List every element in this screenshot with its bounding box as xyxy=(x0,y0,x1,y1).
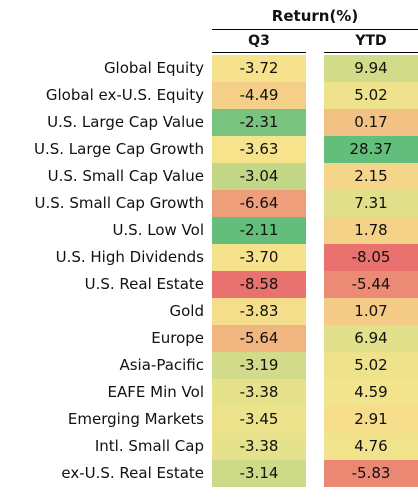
ytd-value-cell: 6.94 xyxy=(324,325,418,352)
table-row: ex-U.S. Real Estate -3.14 -5.83 xyxy=(0,460,418,487)
q3-value-cell: -3.45 xyxy=(212,406,306,433)
ytd-value-cell: 4.76 xyxy=(324,433,418,460)
table-row: EAFE Min Vol -3.38 4.59 xyxy=(0,379,418,406)
column-header-q3: Q3 xyxy=(248,33,270,49)
table-row: U.S. Low Vol -2.11 1.78 xyxy=(0,217,418,244)
row-label: U.S. Large Cap Growth xyxy=(33,140,204,158)
table-row: U.S. High Dividends -3.70 -8.05 xyxy=(0,244,418,271)
q3-value-cell: -3.70 xyxy=(212,244,306,271)
row-label: Asia-Pacific xyxy=(119,356,204,374)
row-label: ex-U.S. Real Estate xyxy=(61,464,204,482)
table-row: Gold -3.83 1.07 xyxy=(0,298,418,325)
table-row: Global ex-U.S. Equity -4.49 5.02 xyxy=(0,82,418,109)
table-row: Intl. Small Cap -3.38 4.76 xyxy=(0,433,418,460)
table-row: U.S. Large Cap Growth -3.63 28.37 xyxy=(0,136,418,163)
q3-value-cell: -6.64 xyxy=(212,190,306,217)
row-label: U.S. Large Cap Value xyxy=(47,113,204,131)
ytd-value-cell: 5.02 xyxy=(324,82,418,109)
q3-value-cell: -3.83 xyxy=(212,298,306,325)
row-label: U.S. Real Estate xyxy=(84,275,204,293)
ytd-value-cell: 28.37 xyxy=(324,136,418,163)
q3-value-cell: -8.58 xyxy=(212,271,306,298)
ytd-value-cell: 2.91 xyxy=(324,406,418,433)
q3-header-underline xyxy=(212,52,306,53)
row-label: Intl. Small Cap xyxy=(94,437,204,455)
title-underline xyxy=(212,29,418,30)
row-label: Global Equity xyxy=(103,59,204,77)
q3-value-cell: -2.31 xyxy=(212,109,306,136)
ytd-value-cell: 1.78 xyxy=(324,217,418,244)
q3-value-cell: -3.63 xyxy=(212,136,306,163)
q3-value-cell: -3.72 xyxy=(212,55,306,82)
table-row: U.S. Real Estate -8.58 -5.44 xyxy=(0,271,418,298)
heatmap-table-body: Global Equity -3.72 9.94 Global ex-U.S. Equ… xyxy=(0,55,418,487)
row-label: U.S. Low Vol xyxy=(112,221,204,239)
table-row: Europe -5.64 6.94 xyxy=(0,325,418,352)
ytd-value-cell: -5.44 xyxy=(324,271,418,298)
table-row: Asia-Pacific -3.19 5.02 xyxy=(0,352,418,379)
table-title: Return(%) xyxy=(271,7,359,25)
row-label: Global ex-U.S. Equity xyxy=(45,86,204,104)
row-label: Emerging Markets xyxy=(67,410,204,428)
q3-value-cell: -3.19 xyxy=(212,352,306,379)
row-label: Gold xyxy=(169,302,205,320)
row-label: U.S. Small Cap Growth xyxy=(34,194,204,212)
column-header-ytd: YTD xyxy=(355,33,387,49)
ytd-header-underline xyxy=(324,52,418,53)
ytd-value-cell: -5.83 xyxy=(324,460,418,487)
q3-value-cell: -3.14 xyxy=(212,460,306,487)
table-row: U.S. Small Cap Value -3.04 2.15 xyxy=(0,163,418,190)
row-label: U.S. High Dividends xyxy=(55,248,204,266)
row-label: U.S. Small Cap Value xyxy=(47,167,204,185)
ytd-value-cell: 1.07 xyxy=(324,298,418,325)
q3-value-cell: -2.11 xyxy=(212,217,306,244)
q3-value-cell: -3.38 xyxy=(212,379,306,406)
ytd-value-cell: 4.59 xyxy=(324,379,418,406)
row-label: EAFE Min Vol xyxy=(107,383,204,401)
row-label: Europe xyxy=(151,329,204,347)
q3-value-cell: -5.64 xyxy=(212,325,306,352)
table-row: Global Equity -3.72 9.94 xyxy=(0,55,418,82)
ytd-value-cell: 7.31 xyxy=(324,190,418,217)
ytd-value-cell: -8.05 xyxy=(324,244,418,271)
table-row: U.S. Small Cap Growth -6.64 7.31 xyxy=(0,190,418,217)
table-row: Emerging Markets -3.45 2.91 xyxy=(0,406,418,433)
q3-value-cell: -3.04 xyxy=(212,163,306,190)
table-row: U.S. Large Cap Value -2.31 0.17 xyxy=(0,109,418,136)
q3-value-cell: -4.49 xyxy=(212,82,306,109)
q3-value-cell: -3.38 xyxy=(212,433,306,460)
ytd-value-cell: 2.15 xyxy=(324,163,418,190)
ytd-value-cell: 9.94 xyxy=(324,55,418,82)
ytd-value-cell: 0.17 xyxy=(324,109,418,136)
ytd-value-cell: 5.02 xyxy=(324,352,418,379)
